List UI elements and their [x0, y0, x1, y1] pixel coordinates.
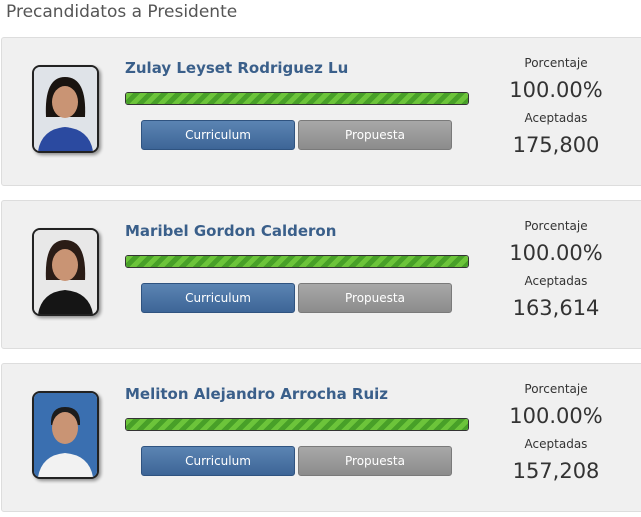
- percent-label: Porcentaje: [524, 219, 588, 233]
- progress-fill: [126, 256, 468, 267]
- accepted-value: 157,208: [512, 459, 600, 483]
- candidate-name[interactable]: Zulay Leyset Rodriguez Lu: [125, 59, 349, 77]
- propuesta-button[interactable]: Propuesta: [298, 120, 452, 150]
- propuesta-button[interactable]: Propuesta: [298, 446, 452, 476]
- curriculum-button[interactable]: Curriculum: [141, 283, 295, 313]
- accepted-label: Aceptadas: [524, 274, 588, 288]
- progress-bar: [125, 255, 469, 268]
- percent-value: 100.00%: [509, 78, 603, 102]
- accepted-value: 163,614: [512, 296, 600, 320]
- accepted-value: 175,800: [512, 133, 600, 157]
- propuesta-button[interactable]: Propuesta: [298, 283, 452, 313]
- candidate-card: Meliton Alejandro Arrocha Ruiz Curriculu…: [1, 363, 641, 512]
- candidate-photo: [32, 228, 99, 316]
- accepted-label: Aceptadas: [524, 437, 588, 451]
- percent-value: 100.00%: [509, 404, 603, 428]
- candidate-name[interactable]: Maribel Gordon Calderon: [125, 222, 337, 240]
- candidate-card: Zulay Leyset Rodriguez Lu Curriculum Pro…: [1, 37, 641, 186]
- candidate-photo: [32, 391, 99, 479]
- candidate-photo: [32, 65, 99, 153]
- candidate-name[interactable]: Meliton Alejandro Arrocha Ruiz: [125, 385, 389, 403]
- percent-value: 100.00%: [509, 241, 603, 265]
- progress-fill: [126, 419, 468, 430]
- candidate-card: Maribel Gordon Calderon Curriculum Propu…: [1, 200, 641, 349]
- accepted-label: Aceptadas: [524, 111, 588, 125]
- progress-fill: [126, 93, 468, 104]
- percent-label: Porcentaje: [524, 56, 588, 70]
- page-title: Precandidatos a Presidente: [6, 2, 238, 22]
- percent-label: Porcentaje: [524, 382, 588, 396]
- curriculum-button[interactable]: Curriculum: [141, 120, 295, 150]
- progress-bar: [125, 418, 469, 431]
- curriculum-button[interactable]: Curriculum: [141, 446, 295, 476]
- progress-bar: [125, 92, 469, 105]
